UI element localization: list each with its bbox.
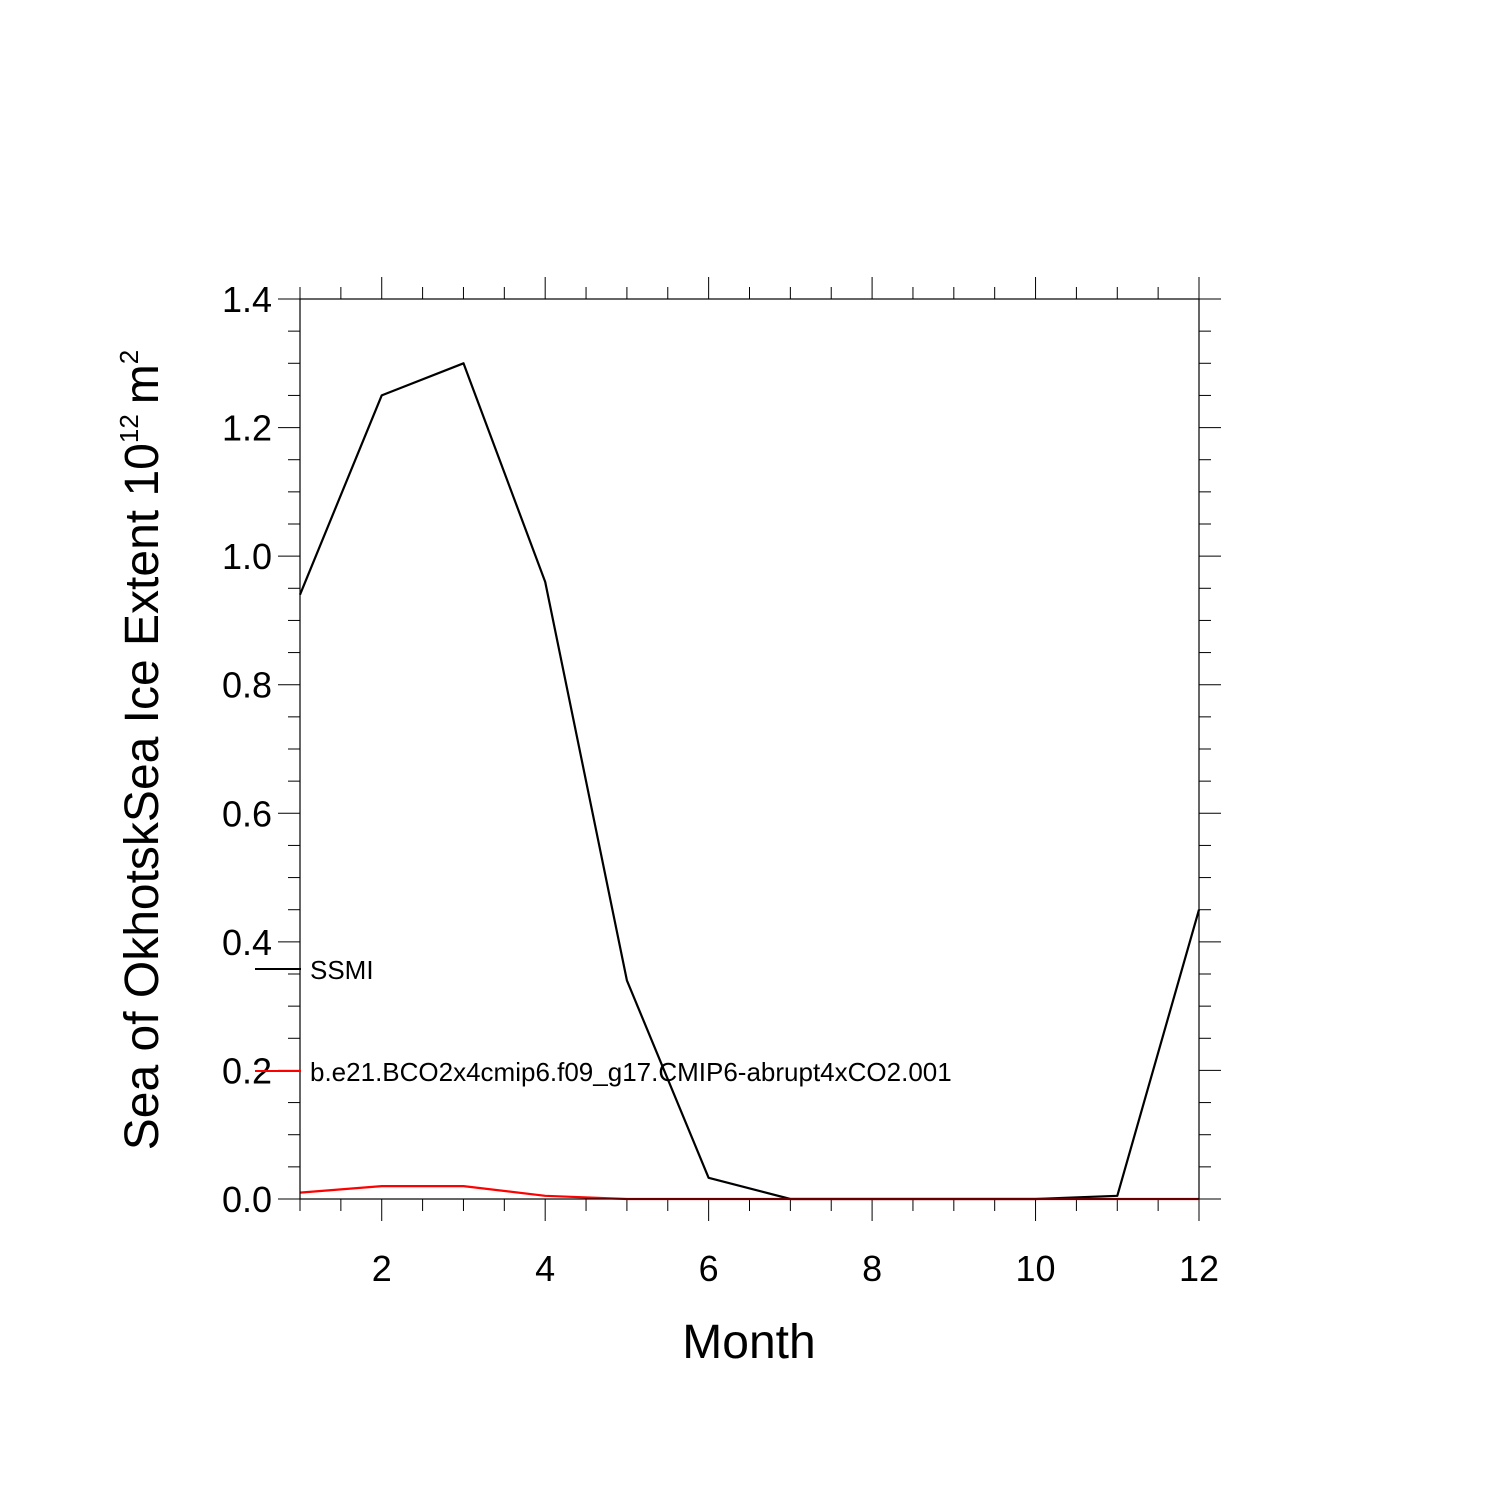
- x-tick-label: 4: [535, 1248, 555, 1289]
- x-tick-label: 6: [699, 1248, 719, 1289]
- y-tick-label: 1.0: [222, 536, 272, 577]
- x-axis-title: Month: [682, 1316, 815, 1369]
- y-tick-label: 0.6: [222, 793, 272, 834]
- y-tick-label: 0.0: [222, 1179, 272, 1220]
- minor-ticks: [288, 287, 1211, 1211]
- y-tick-label: 0.4: [222, 922, 272, 963]
- y-tick-labels: 0.00.20.40.60.81.01.21.4: [222, 279, 272, 1220]
- y-axis-title-unit-exponent: 2: [114, 350, 144, 364]
- y-axis-title-exponent: 12: [114, 414, 144, 443]
- y-tick-label: 0.8: [222, 665, 272, 706]
- y-axis-title: Sea of OkhotskSea Ice Extent 1012 m2: [114, 350, 169, 1150]
- legend: SSMI b.e21.BCO2x4cmip6.f09_g17.CMIP6-abru…: [255, 955, 952, 1087]
- legend-label: SSMI: [310, 955, 374, 985]
- y-tick-label: 1.4: [222, 279, 272, 320]
- plot-frame: [299, 298, 1200, 1200]
- y-axis-title-unit: m: [116, 364, 169, 404]
- x-tick-label: 10: [1016, 1248, 1056, 1289]
- x-tick-label: 12: [1179, 1248, 1219, 1289]
- y-axis-title-main: Sea of OkhotskSea Ice Extent 10: [116, 443, 169, 1150]
- legend-label: b.e21.BCO2x4cmip6.f09_g17.CMIP6-abrupt4x…: [310, 1057, 952, 1087]
- major-ticks: [278, 277, 1221, 1221]
- y-tick-label: 1.2: [222, 408, 272, 449]
- x-tick-label: 8: [862, 1248, 882, 1289]
- x-tick-labels: 2 4 6 8 10 12: [372, 1248, 1219, 1289]
- x-tick-label: 2: [372, 1248, 392, 1289]
